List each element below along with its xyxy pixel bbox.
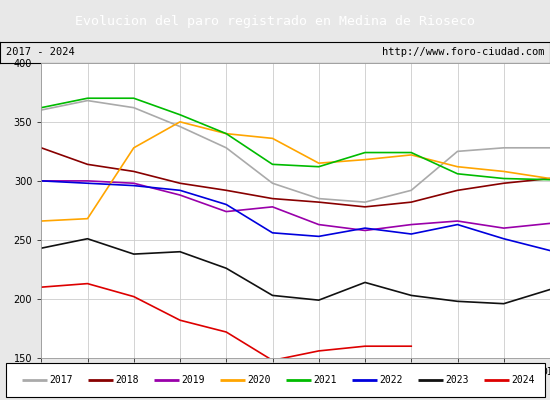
Text: 2017: 2017 [50, 375, 73, 385]
Text: 2019: 2019 [182, 375, 205, 385]
Text: Evolucion del paro registrado en Medina de Rioseco: Evolucion del paro registrado en Medina … [75, 14, 475, 28]
Text: 2017 - 2024: 2017 - 2024 [6, 47, 74, 57]
Text: 2023: 2023 [446, 375, 469, 385]
Text: 2020: 2020 [248, 375, 271, 385]
Text: http://www.foro-ciudad.com: http://www.foro-ciudad.com [382, 47, 544, 57]
Text: 2022: 2022 [379, 375, 403, 385]
Text: 2021: 2021 [314, 375, 337, 385]
FancyBboxPatch shape [6, 363, 544, 397]
Text: 2024: 2024 [512, 375, 535, 385]
Text: 2018: 2018 [116, 375, 139, 385]
